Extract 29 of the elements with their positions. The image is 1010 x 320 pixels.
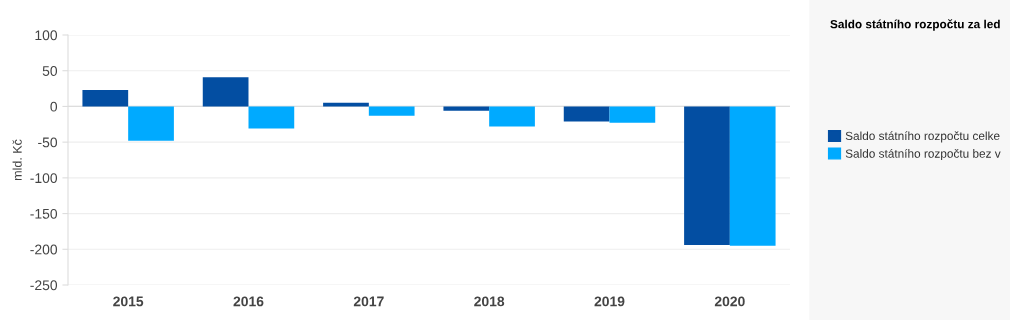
y-tick-label: 50 bbox=[42, 66, 58, 76]
bar bbox=[82, 90, 129, 107]
y-tick-label: -50 bbox=[38, 137, 58, 148]
legend-label: Saldo státního rozpočtu celke bbox=[845, 131, 1000, 143]
bar bbox=[609, 106, 656, 123]
x-tick-label: 2018 bbox=[474, 296, 505, 307]
legend-title: Saldo státního rozpočtu za led bbox=[830, 19, 1000, 31]
x-tick-label: 2017 bbox=[353, 296, 384, 307]
y-tick-label: -150 bbox=[30, 208, 58, 219]
x-tick-label: 2015 bbox=[113, 296, 144, 307]
x-tick-label: 2019 bbox=[594, 296, 625, 307]
y-axis-title: mld. Kč bbox=[12, 139, 22, 181]
bar bbox=[443, 106, 490, 111]
y-tick-label: -200 bbox=[30, 244, 58, 255]
y-tick-label: 0 bbox=[50, 101, 58, 112]
bar bbox=[489, 106, 535, 127]
x-tick-label: 2016 bbox=[233, 296, 264, 307]
bar bbox=[202, 77, 249, 107]
x-tick-label: 2020 bbox=[714, 296, 745, 307]
bar bbox=[729, 106, 776, 246]
legend-label: Saldo státního rozpočtu bez v bbox=[845, 148, 1001, 161]
y-tick-label: -250 bbox=[30, 280, 58, 291]
y-tick-label: -100 bbox=[30, 173, 58, 184]
bar bbox=[368, 106, 415, 116]
bar bbox=[128, 106, 174, 141]
y-tick-label: 100 bbox=[35, 30, 58, 41]
bar bbox=[248, 106, 295, 129]
bar bbox=[684, 106, 730, 245]
bar bbox=[563, 106, 610, 122]
